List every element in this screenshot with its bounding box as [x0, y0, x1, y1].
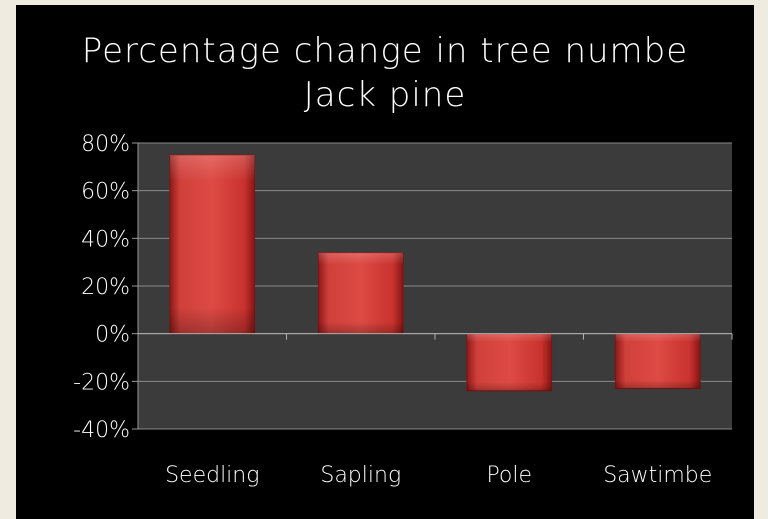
y-tick-label: 80%: [81, 132, 130, 157]
x-tick-label: Pole: [486, 463, 532, 488]
bar-sawtimbe: [614, 333, 701, 389]
x-tick-label: Seedling: [165, 463, 259, 488]
bar-seedling: [169, 154, 256, 335]
bar-shade: [169, 154, 255, 334]
chart-title: Percentage change in tree numbe: [81, 31, 689, 71]
y-tick-label: 0%: [95, 323, 130, 348]
bars: [169, 154, 701, 392]
y-tick-label: 40%: [81, 227, 130, 252]
bar-sapling: [317, 252, 404, 335]
axes: [132, 142, 733, 430]
y-tick-label: 20%: [81, 275, 130, 300]
bar-pole: [466, 333, 553, 392]
x-tick-label: Sawtimbe: [603, 463, 712, 488]
x-axis-labels: Seedling Sapling Pole Sawtimbe: [165, 463, 712, 488]
bar-chart: 80% 60% 40% 20% 0% -20% -40% Seedling Sapling Po…: [73, 132, 733, 488]
bar-shade: [466, 333, 552, 391]
x-tick-label: Sapling: [320, 463, 401, 488]
chart-slide: Percentage change in tree numbe Jack pin…: [16, 5, 754, 519]
y-tick-label: 60%: [81, 180, 130, 205]
bar-shade: [615, 333, 701, 389]
y-tick-label: -20%: [73, 370, 130, 395]
y-tick-label: -40%: [73, 418, 130, 443]
y-axis-labels: 80% 60% 40% 20% 0% -20% -40%: [73, 132, 130, 443]
chart-subtitle: Jack pine: [303, 75, 467, 115]
bar-shade: [318, 252, 404, 334]
